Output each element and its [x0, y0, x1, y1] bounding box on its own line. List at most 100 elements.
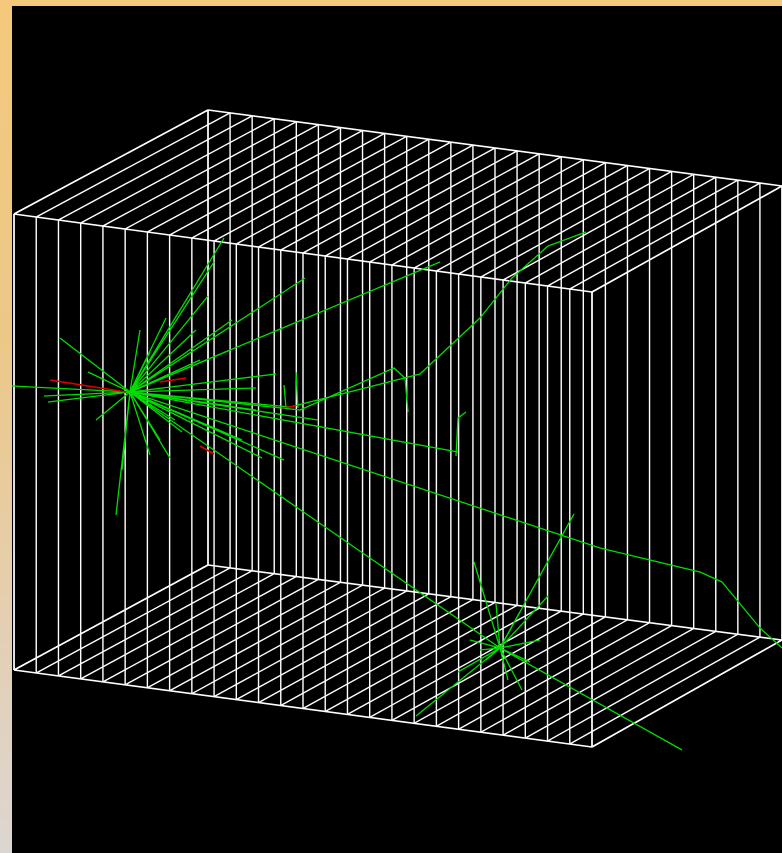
box-edge: [591, 185, 782, 293]
bottom-slab-line: [58, 570, 253, 677]
top-slab-line: [480, 170, 672, 278]
particle-track: [499, 595, 549, 649]
bottom-slab-line: [324, 604, 518, 713]
particle-track: [95, 391, 131, 421]
top-slab-line: [169, 129, 363, 236]
particle-track: [129, 329, 197, 393]
top-slab-line: [524, 176, 717, 284]
bottom-slab-line: [124, 578, 319, 686]
particle-track: [129, 387, 257, 393]
box-edge: [591, 639, 782, 748]
bottom-slab-line: [213, 590, 408, 698]
particle-track: [129, 391, 459, 453]
bottom-slab-line: [347, 607, 540, 716]
particle-track: [499, 647, 523, 691]
box-edge: [13, 564, 209, 671]
particle-track: [499, 647, 509, 681]
particle-track: [121, 391, 131, 471]
particle-track: [129, 391, 263, 459]
top-slab-line: [124, 123, 319, 230]
box-edge: [207, 564, 782, 641]
top-slab-line: [324, 150, 518, 257]
bottom-slab-line: [391, 613, 584, 721]
bottom-slab-line: [502, 627, 695, 736]
particle-track: [283, 384, 287, 409]
bottom-slab-line: [169, 584, 363, 692]
particle-track: [485, 647, 501, 661]
bottom-slab-line: [436, 619, 628, 727]
box-edge: [207, 109, 782, 187]
bottom-slab-line: [102, 575, 297, 683]
top-slab-line: [391, 159, 584, 266]
particle-track: [129, 261, 441, 393]
particle-track: [129, 367, 409, 413]
particle-track: [455, 411, 467, 457]
detector-scene: [12, 109, 782, 751]
particle-track: [499, 639, 541, 649]
event-display-viewport[interactable]: [12, 6, 782, 853]
particle-track: [129, 277, 306, 393]
highlighted-tracks: [49, 377, 297, 455]
particle-track: [499, 611, 521, 649]
box-edge: [13, 213, 593, 293]
top-slab-line: [191, 132, 385, 239]
particle-track: [473, 561, 501, 649]
particle-track: [469, 639, 501, 649]
particle-track: [129, 317, 167, 393]
particle-tracks: [12, 231, 782, 751]
top-slab-line: [369, 156, 562, 263]
particle-track: [129, 391, 285, 461]
particle-track: [47, 391, 131, 403]
bottom-slab-line: [524, 630, 717, 739]
box-edge: [13, 109, 209, 215]
top-slab-line: [436, 164, 628, 272]
bottom-slab-line: [35, 567, 231, 674]
particle-track: [499, 647, 531, 663]
box-edge: [13, 669, 593, 748]
top-slab-line: [147, 126, 341, 233]
top-slab-line: [102, 121, 297, 227]
bottom-slab-line: [147, 581, 341, 689]
bottom-slab-line: [413, 616, 606, 724]
particle-track: [495, 603, 501, 649]
bottom-slab-line: [480, 624, 672, 733]
particle-track: [129, 391, 257, 411]
top-slab-line: [458, 167, 650, 275]
particle-track: [479, 647, 501, 651]
bottom-slab-line: [235, 593, 430, 701]
particle-track: [129, 319, 233, 393]
top-slab-line: [302, 147, 496, 254]
particle-track: [59, 337, 131, 393]
top-slab-line: [235, 138, 430, 245]
top-slab-line: [413, 162, 606, 269]
bottom-slab-line: [302, 601, 496, 710]
particle-track: [129, 295, 209, 393]
top-slab-line: [347, 153, 540, 260]
particle-track: [129, 237, 225, 393]
highlighted-track: [159, 377, 187, 383]
particle-track: [129, 391, 151, 456]
top-slab-line: [80, 118, 275, 224]
top-slab-line: [213, 135, 408, 242]
bottom-slab-line: [369, 610, 562, 718]
detector-box-wireframe: [13, 109, 782, 748]
top-slab-line: [258, 141, 452, 248]
top-slab-line: [547, 179, 739, 287]
top-slab-line: [502, 173, 695, 281]
bottom-slab-line: [569, 636, 761, 745]
particle-track: [295, 371, 299, 409]
particle-track: [129, 373, 277, 393]
particle-track: [43, 391, 131, 397]
top-slab-line: [35, 112, 231, 218]
particle-track: [129, 391, 161, 441]
particle-track: [129, 391, 782, 649]
bottom-slab-line: [80, 573, 275, 680]
top-slab-line: [280, 144, 474, 251]
bottom-slab-line: [547, 633, 739, 742]
top-slab-line: [58, 115, 253, 221]
highlighted-track: [199, 445, 215, 455]
bottom-slab-line: [280, 599, 474, 707]
highlighted-track: [49, 379, 127, 393]
particle-track: [129, 329, 141, 393]
